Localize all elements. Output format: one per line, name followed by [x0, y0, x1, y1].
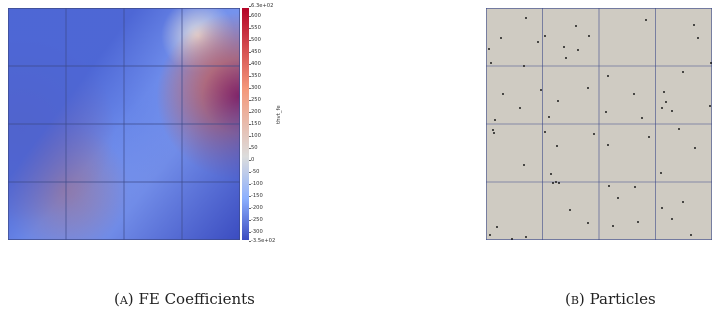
particle-dot [556, 145, 558, 147]
particle-dot [634, 186, 636, 188]
particle-dot [710, 62, 712, 64]
colorbar-tick-label: 450 [249, 49, 261, 55]
particle-dot [709, 105, 711, 107]
colorbar-tick-label: 250 [249, 97, 261, 103]
particle-dot [525, 236, 527, 238]
particle-dot [617, 197, 619, 199]
particle-dot [492, 129, 494, 131]
colorbar-tick-label: 500 [249, 37, 261, 43]
colorbar-max-label: 6.3e+02 [248, 3, 274, 9]
particle-dot [496, 226, 498, 228]
particle-dot [494, 119, 496, 121]
particle-dot [555, 181, 557, 183]
colorbar-tick-label: -250 [249, 217, 263, 223]
colorbar [242, 8, 252, 240]
particle-dot [500, 37, 502, 39]
caption-b-label: (b) [565, 290, 585, 308]
colorbar-title: thvt_fe [276, 105, 282, 124]
particle-dot [588, 35, 590, 37]
particle-dot [523, 65, 525, 67]
colorbar-tick-label: 200 [249, 109, 261, 115]
particle-dot [697, 37, 699, 39]
colorbar-tick-label: 550 [249, 25, 261, 31]
particle-dot [511, 238, 513, 240]
caption-a: (a) FE Coefficients [114, 290, 255, 308]
particle-dot [587, 87, 589, 89]
particle-points [488, 17, 712, 240]
particle-dot [557, 100, 559, 102]
particle-dot [665, 101, 667, 103]
colorbar-tick-label: 150 [249, 121, 261, 127]
particle-dot [577, 49, 579, 51]
particle-dot [489, 234, 491, 236]
colorbar-tick-label: 600 [249, 13, 261, 19]
particle-dot [558, 182, 560, 184]
particle-dot [682, 71, 684, 73]
particle-dot [548, 116, 550, 118]
particle-dot [525, 17, 527, 19]
colorbar-tick-label: -150 [249, 193, 263, 199]
particle-dot [671, 218, 673, 220]
colorbar-tick-label: -200 [249, 205, 263, 211]
particles-plot [486, 8, 712, 240]
caption-a-label: (a) [114, 290, 134, 308]
particle-dot [693, 24, 695, 26]
colorbar-tick-label: 400 [249, 61, 261, 67]
particle-dot [694, 147, 696, 149]
particle-dot [593, 133, 595, 135]
particle-dot [490, 62, 492, 64]
particle-dot [641, 117, 643, 119]
particle-dot [523, 164, 525, 166]
colorbar-tick-label: 0 [248, 157, 255, 163]
colorbar-gradient [242, 8, 249, 240]
particle-dot [661, 107, 663, 109]
particle-dot [637, 221, 639, 223]
particle-dot [552, 182, 554, 184]
particle-dot [690, 234, 692, 236]
particle-dot [563, 46, 565, 48]
particle-dot [682, 201, 684, 203]
colorbar-tick-label: 100 [249, 133, 261, 139]
particles-svg [486, 8, 712, 240]
particle-dot [493, 132, 495, 134]
particle-dot [612, 225, 614, 227]
particle-dot [565, 57, 567, 59]
colorbar-tick-label: -300 [249, 229, 263, 235]
particle-dot [607, 75, 609, 77]
particle-dot [678, 128, 680, 130]
particle-dot [488, 48, 490, 50]
particle-dot [633, 93, 635, 95]
particle-dot [544, 131, 546, 133]
particle-dot [660, 172, 662, 174]
particle-dot [605, 111, 607, 113]
fe-coefficients-plot [8, 8, 240, 240]
colorbar-tick-label: 300 [249, 85, 261, 91]
particle-dot [540, 89, 542, 91]
particle-dot [575, 25, 577, 27]
particle-dot [587, 222, 589, 224]
colorbar-min-label: -3.5e+02 [248, 238, 276, 244]
particle-dot [648, 136, 650, 138]
particle-dot [544, 35, 546, 37]
colorbar-tick-label: -50 [248, 169, 260, 175]
particle-dot [661, 207, 663, 209]
caption-b: (b) Particles [565, 290, 656, 308]
particle-dot [608, 185, 610, 187]
particle-dot [569, 209, 571, 211]
particle-dot [519, 107, 521, 109]
caption-b-text: Particles [589, 290, 656, 308]
particle-dot [502, 93, 504, 95]
particle-dot [663, 91, 665, 93]
fe-mesh-grid [8, 8, 240, 240]
particle-dot [537, 41, 539, 43]
particle-dot [671, 110, 673, 112]
fe-field-svg [8, 8, 240, 240]
colorbar-tick-label: 350 [249, 73, 261, 79]
caption-a-text: FE Coefficients [138, 290, 255, 308]
colorbar-tick-label: 50 [249, 145, 258, 151]
particle-dot [645, 19, 647, 21]
particle-dot [550, 173, 552, 175]
particle-dot [607, 144, 609, 146]
colorbar-tick-label: -100 [249, 181, 263, 187]
